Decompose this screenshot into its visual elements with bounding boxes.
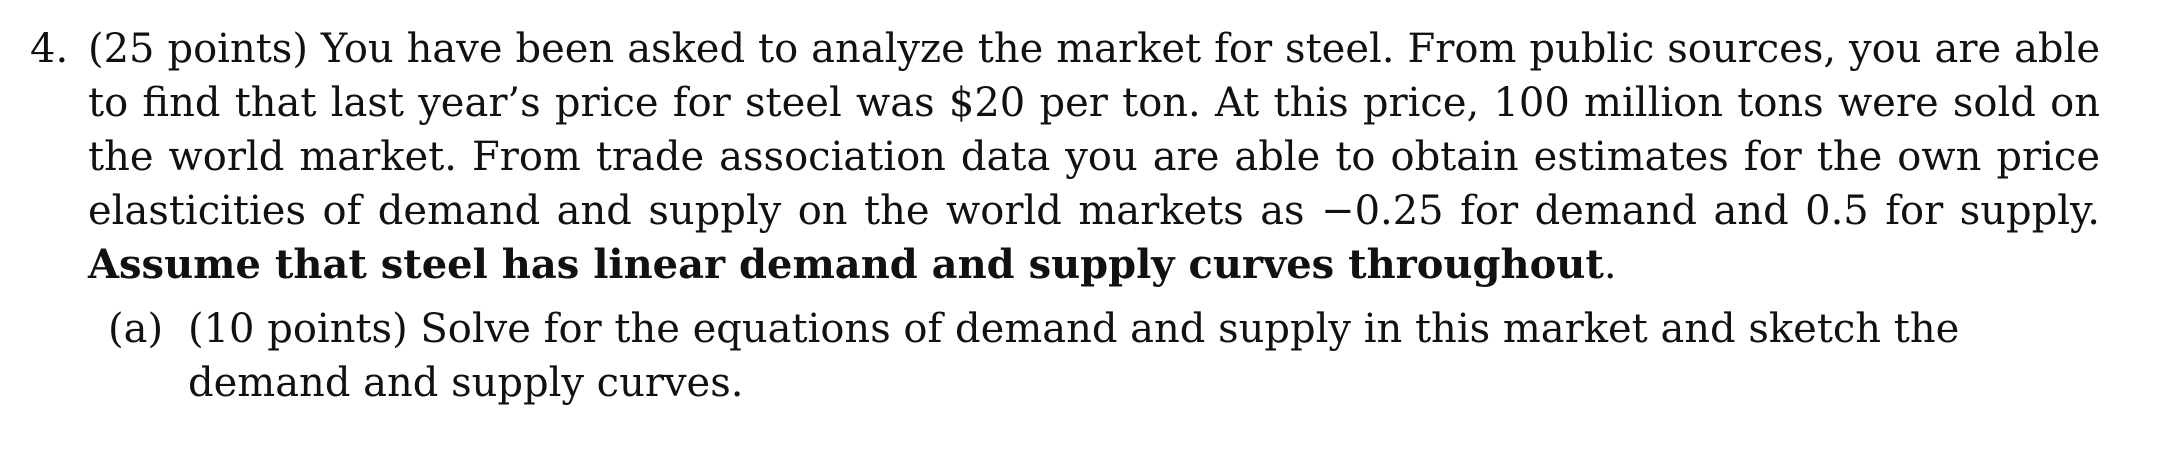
part-a-text: Solve for the equations of demand and su… bbox=[188, 306, 1960, 406]
part-a: (a) (10 points) Solve for the equations … bbox=[108, 302, 2098, 410]
part-a-label: (a) bbox=[108, 306, 164, 352]
problem-text-end: . bbox=[1603, 242, 1617, 288]
problem-assumption: Assume that steel has linear demand and … bbox=[88, 241, 1604, 288]
problem-text: You have been asked to analyze the marke… bbox=[88, 26, 2101, 234]
part-a-statement: (10 points) Solve for the equations of d… bbox=[188, 302, 2098, 410]
problem-statement: (25 points) You have been asked to analy… bbox=[88, 22, 2100, 292]
problem-number: 4. bbox=[30, 26, 69, 72]
problem-points: (25 points) bbox=[88, 26, 308, 72]
part-a-points: (10 points) bbox=[188, 306, 408, 352]
problem-4: 4. (25 points) You have been asked to an… bbox=[30, 22, 2100, 292]
